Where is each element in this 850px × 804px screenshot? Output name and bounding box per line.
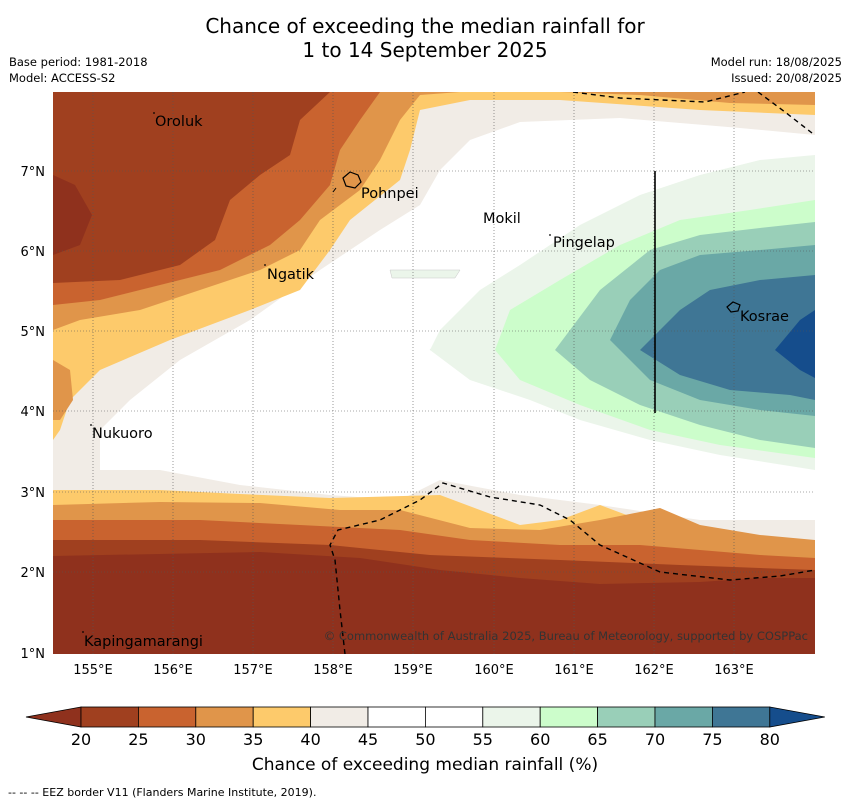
model-run-label: Model run: 18/08/2025 [710,55,842,69]
eez-borders [329,92,815,654]
y-tick-label: 4°N [21,405,46,420]
y-tick-label: 2°N [21,566,46,581]
y-tick-label: 7°N [21,165,46,180]
x-tick-label: 157°E [233,663,273,678]
x-tick-label: 162°E [634,663,674,678]
x-tick-label: 155°E [73,663,113,678]
base-period-label: Base period: 1981-2018 [9,55,148,69]
kosrae-island-shape [726,301,741,313]
colorbar-tick-label: 80 [760,730,780,749]
place-label-pingelap: Pingelap [553,235,615,251]
colorbar-tick-label: 25 [128,730,148,749]
colorbar-over-arrow [769,706,825,728]
colorbar-tick-label: 65 [587,730,607,749]
ant-atoll-shape [332,187,337,193]
colorbar-tick-label: 70 [645,730,665,749]
colorbar-segment [712,706,771,728]
colorbar-segment [482,706,541,728]
copyright-notice: © Commonwealth of Australia 2025, Bureau… [324,629,808,643]
x-tick-label: 160°E [474,663,514,678]
x-tick-label: 158°E [313,663,353,678]
colorbar [25,706,825,728]
oroluk-marker [153,112,155,114]
place-label-nukuoro: Nukuoro [92,426,153,442]
colorbar-segment [539,706,599,728]
model-label: Model: ACCESS-S2 [9,71,116,85]
colorbar-segment [310,706,369,728]
colorbar-segment [367,706,426,728]
colorbar-segment [137,706,197,728]
colorbar-tick-label: 35 [243,730,263,749]
x-tick-label: 156°E [153,663,193,678]
place-label-pohnpei: Pohnpei [361,186,419,202]
colorbar-tick-label: 20 [71,730,91,749]
y-tick-label: 6°N [21,245,46,260]
x-tick-label: 159°E [393,663,433,678]
colorbar-segment [654,706,713,728]
kapingamarangi-marker [82,631,84,633]
nukuoro-marker [90,424,92,426]
place-label-mokil: Mokil [483,211,521,227]
ngatik-marker [264,264,266,266]
colorbar-under-arrow [25,706,82,728]
x-tick-label: 163°E [714,663,754,678]
colorbar-segment [252,706,311,728]
pohnpei-island-shape [342,171,362,189]
colorbar-tick-label: 30 [186,730,206,749]
colorbar-tick-label: 45 [358,730,378,749]
eez-footer-note: -- -- -- EEZ border V11 (Flanders Marine… [8,786,317,799]
colorbar-tick-label: 50 [415,730,435,749]
colorbar-tick-label: 55 [473,730,493,749]
colorbar-tick-label: 40 [300,730,320,749]
colorbar-segment [424,706,484,728]
y-tick-label: 5°N [21,325,46,340]
place-label-kosrae: Kosrae [740,309,789,325]
y-tick-label: 1°N [21,647,46,662]
colorbar-tick-labels: 20 25 30 35 40 45 50 55 60 65 70 75 80 [71,730,780,749]
pingelap-marker [549,234,551,236]
issued-label: Issued: 20/08/2025 [731,71,842,85]
place-label-kapingamarangi: Kapingamarangi [84,634,203,650]
map-title-line-2: 1 to 14 September 2025 [302,38,548,62]
place-label-ngatik: Ngatik [267,267,315,283]
colorbar-tick-label: 60 [530,730,550,749]
colorbar-label: Chance of exceeding median rainfall (%) [251,755,599,775]
contour-field [53,92,815,654]
map-gridlines [53,92,815,654]
colorbar-segment [195,706,254,728]
place-label-oroluk: Oroluk [155,114,203,130]
y-tick-label: 3°N [21,486,46,501]
colorbar-segment [597,706,656,728]
colorbar-tick-label: 75 [702,730,722,749]
colorbar-segment [80,706,139,728]
map-title-line-1: Chance of exceeding the median rainfall … [205,14,645,38]
x-tick-label: 161°E [554,663,594,678]
